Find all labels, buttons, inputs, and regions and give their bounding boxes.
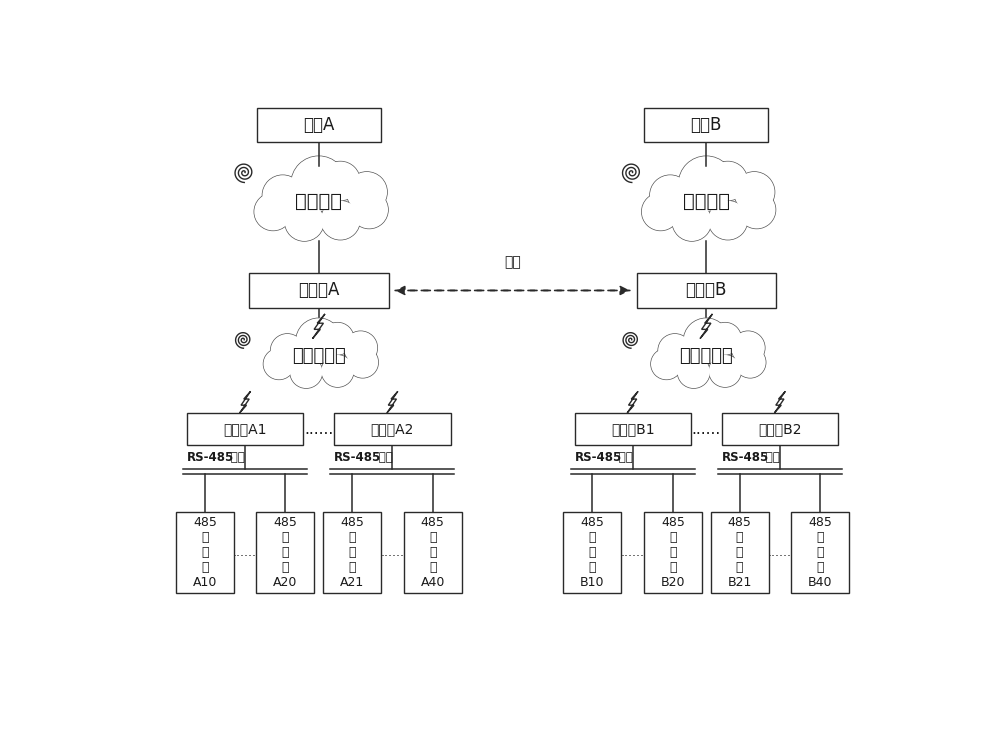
Polygon shape [387, 391, 398, 413]
FancyBboxPatch shape [187, 413, 303, 445]
FancyBboxPatch shape [644, 512, 702, 593]
Text: 通讯模块: 通讯模块 [683, 193, 730, 211]
Text: 485
电
能
表
B20: 485 电 能 表 B20 [661, 516, 685, 589]
Text: 微功率无线: 微功率无线 [292, 347, 346, 365]
FancyBboxPatch shape [722, 413, 838, 445]
Text: 主站A: 主站A [303, 116, 334, 134]
FancyBboxPatch shape [644, 108, 768, 142]
FancyBboxPatch shape [323, 512, 381, 593]
Text: 采集器B1: 采集器B1 [611, 422, 654, 436]
Polygon shape [313, 314, 325, 339]
Text: ......: ...... [233, 546, 257, 559]
Polygon shape [627, 391, 638, 413]
Text: RS-485: RS-485 [722, 452, 769, 465]
FancyBboxPatch shape [176, 512, 234, 593]
Text: 通讯模块: 通讯模块 [295, 193, 342, 211]
Text: ......: ...... [768, 546, 792, 559]
Polygon shape [774, 391, 785, 413]
Text: 集中器B: 集中器B [686, 281, 727, 300]
Text: RS-485: RS-485 [187, 452, 234, 465]
Text: 485
电
能
表
A20: 485 电 能 表 A20 [273, 516, 298, 589]
Text: 总线: 总线 [227, 452, 245, 465]
Text: 总线: 总线 [375, 452, 392, 465]
FancyBboxPatch shape [711, 512, 769, 593]
Text: 集中器A: 集中器A [298, 281, 339, 300]
FancyBboxPatch shape [563, 512, 621, 593]
Text: 采集器A2: 采集器A2 [371, 422, 414, 436]
FancyBboxPatch shape [256, 512, 314, 593]
Text: 微功率无线: 微功率无线 [679, 347, 733, 365]
FancyBboxPatch shape [791, 512, 849, 593]
Text: 总线: 总线 [762, 452, 780, 465]
Text: ......: ...... [304, 421, 333, 437]
Text: 采集器B2: 采集器B2 [758, 422, 802, 436]
FancyBboxPatch shape [574, 413, 691, 445]
Text: 485
电
能
表
A40: 485 电 能 表 A40 [420, 516, 445, 589]
Text: 采集器A1: 采集器A1 [223, 422, 267, 436]
Text: 主站B: 主站B [691, 116, 722, 134]
FancyBboxPatch shape [334, 413, 450, 445]
FancyBboxPatch shape [257, 108, 381, 142]
Text: RS-485: RS-485 [334, 452, 382, 465]
Text: 485
电
能
表
A21: 485 电 能 表 A21 [340, 516, 364, 589]
Polygon shape [700, 314, 712, 339]
Text: RS-485: RS-485 [574, 452, 622, 465]
Text: 485
电
能
表
B40: 485 电 能 表 B40 [808, 516, 832, 589]
Text: 485
电
能
表
A10: 485 电 能 表 A10 [193, 516, 217, 589]
FancyBboxPatch shape [637, 273, 776, 308]
Text: ......: ...... [621, 546, 645, 559]
Text: ......: ...... [380, 546, 404, 559]
Text: ......: ...... [692, 421, 721, 437]
Text: 总线: 总线 [615, 452, 633, 465]
Text: 485
电
能
表
B21: 485 电 能 表 B21 [727, 516, 752, 589]
Polygon shape [240, 391, 251, 413]
Text: 级联: 级联 [504, 255, 521, 269]
Text: 485
电
能
表
B10: 485 电 能 表 B10 [580, 516, 605, 589]
FancyBboxPatch shape [249, 273, 388, 308]
FancyBboxPatch shape [404, 512, 462, 593]
